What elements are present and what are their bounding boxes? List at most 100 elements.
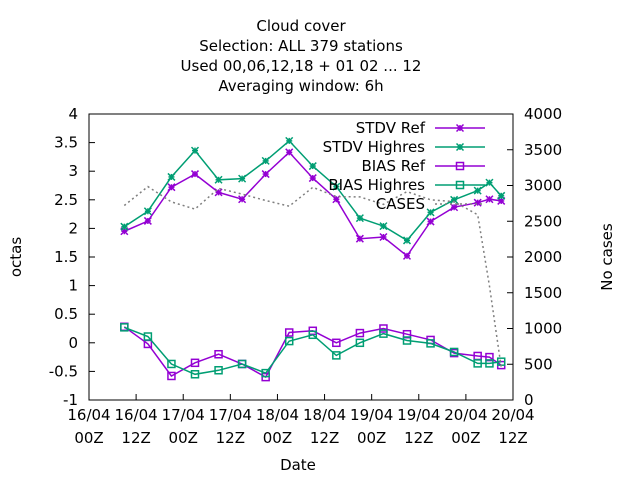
x-marker-point (167, 183, 176, 192)
x-tick-label-hour: 12Z (404, 429, 433, 447)
series-bias-highres (120, 323, 506, 379)
y-tick-label: 0 (68, 334, 78, 352)
y2-tick-label: 2500 (524, 212, 562, 230)
title-line-4: Averaging window: 6h (218, 77, 383, 95)
x-marker-point (308, 162, 317, 171)
x-marker-point (285, 136, 294, 145)
y-tick-label: 1.5 (54, 248, 78, 266)
x-marker-point (402, 236, 412, 245)
square-marker-point (167, 359, 176, 369)
square-marker-point (261, 368, 270, 378)
square-marker-point (284, 328, 294, 337)
series-line (124, 326, 502, 376)
title-line-2: Selection: ALL 379 stations (199, 37, 403, 55)
square-marker-point (190, 370, 200, 379)
square-marker-point (332, 351, 341, 360)
square-marker-point (455, 161, 465, 171)
series-line (123, 139, 502, 242)
square-marker-point (379, 329, 388, 338)
x-tick-label-hour: 00Z (263, 429, 292, 447)
x-tick-label-date: 16/04 (114, 406, 157, 424)
x-marker-point (426, 208, 435, 217)
plot-frame (88, 113, 514, 401)
x-tick-label-date: 18/04 (256, 406, 299, 424)
x-tick-label-hour: 00Z (357, 429, 386, 447)
square-marker-point (449, 347, 459, 357)
y2-tick-label: 500 (524, 355, 553, 373)
y-axis-right: 0 500 1000 1500 2000 2500 3000 3500 4000 (507, 105, 562, 409)
x-tick-label-date: 19/04 (350, 406, 393, 424)
square-marker-point (143, 332, 153, 341)
square-marker-point (190, 358, 200, 368)
x-marker-point (402, 251, 412, 260)
x-marker-point (332, 182, 341, 191)
x-marker-point (167, 172, 176, 181)
x-tick-label-hour: 12Z (216, 429, 245, 447)
legend-label: BIAS Ref (361, 157, 425, 175)
x-tick-label-hour: 00Z (169, 429, 198, 447)
square-marker-point (473, 359, 482, 368)
x-marker-point (497, 191, 506, 200)
square-marker-point (485, 359, 494, 368)
y2-tick-label: 4000 (524, 105, 562, 123)
y-tick-label: 2 (68, 219, 78, 237)
x-marker-point (450, 203, 459, 212)
x-marker-point (473, 198, 482, 207)
y-tick-label: 3.5 (54, 134, 78, 152)
x-marker-point (143, 207, 152, 216)
y2-tick-label: 3000 (524, 177, 562, 195)
x-marker-point (190, 146, 200, 155)
y-axis-label: octas (7, 237, 25, 277)
x-axis-label: Date (280, 456, 316, 474)
legend-label: BIAS Highres (328, 176, 425, 194)
x-tick-label-hour: 12Z (310, 429, 339, 447)
y-tick-label: 3 (68, 162, 78, 180)
square-marker-point (237, 359, 247, 369)
x-marker-point (190, 170, 200, 179)
y-tick-label: 1 (68, 277, 78, 295)
x-marker-point (355, 234, 364, 243)
x-marker-point (238, 195, 247, 204)
legend-label: STDV Ref (356, 119, 426, 137)
x-marker-point (355, 214, 364, 223)
x-marker-point (261, 170, 270, 179)
x-marker-point (214, 175, 223, 184)
square-marker-point (284, 336, 294, 346)
series-layer (120, 136, 506, 382)
x-marker-point (485, 195, 494, 204)
square-marker-point (402, 336, 412, 345)
x-marker-point (485, 178, 494, 187)
y-tick-label: 0.5 (54, 305, 78, 323)
y-tick-label: 2.5 (54, 191, 78, 209)
x-marker-point (261, 156, 270, 165)
x-tick-label-date: 20/04 (491, 406, 534, 424)
x-tick-label-hour: 00Z (451, 429, 480, 447)
y2-tick-label: 2000 (524, 248, 562, 266)
series-stdv-ref (120, 148, 506, 260)
series-line (123, 185, 502, 368)
x-marker-point (450, 195, 459, 204)
x-tick-label-date: 20/04 (444, 406, 487, 424)
square-marker-point (214, 366, 223, 375)
x-axis: 16/04 00Z 16/04 12Z 17/04 00Z 17/04 12Z 18/04 00Z… (67, 394, 535, 447)
square-marker-point (355, 328, 365, 338)
square-marker-point (308, 330, 318, 340)
x-tick-label-hour: 00Z (74, 429, 103, 447)
square-marker-point (426, 339, 435, 348)
x-tick-label-date: 16/04 (67, 406, 110, 424)
x-tick-label-hour: 12Z (121, 429, 150, 447)
y-axis-left: -1 -0.5 0 0.5 1 1.5 2 2.5 3 3.5 4 (49, 105, 95, 409)
chart-title: Cloud cover Selection: ALL 379 stations … (181, 17, 422, 95)
title-line-1: Cloud cover (256, 17, 346, 35)
x-marker-point (120, 222, 129, 231)
x-tick-label-hour: 12Z (498, 429, 527, 447)
x-tick-label-date: 19/04 (397, 406, 440, 424)
square-marker-point (379, 324, 388, 333)
legend-label: STDV Highres (323, 138, 426, 156)
x-marker-point (455, 123, 465, 133)
x-tick-label-date: 17/04 (209, 406, 252, 424)
x-tick-label-date: 18/04 (303, 406, 346, 424)
y2-tick-label: 3500 (524, 141, 562, 159)
square-marker-point (355, 338, 365, 348)
